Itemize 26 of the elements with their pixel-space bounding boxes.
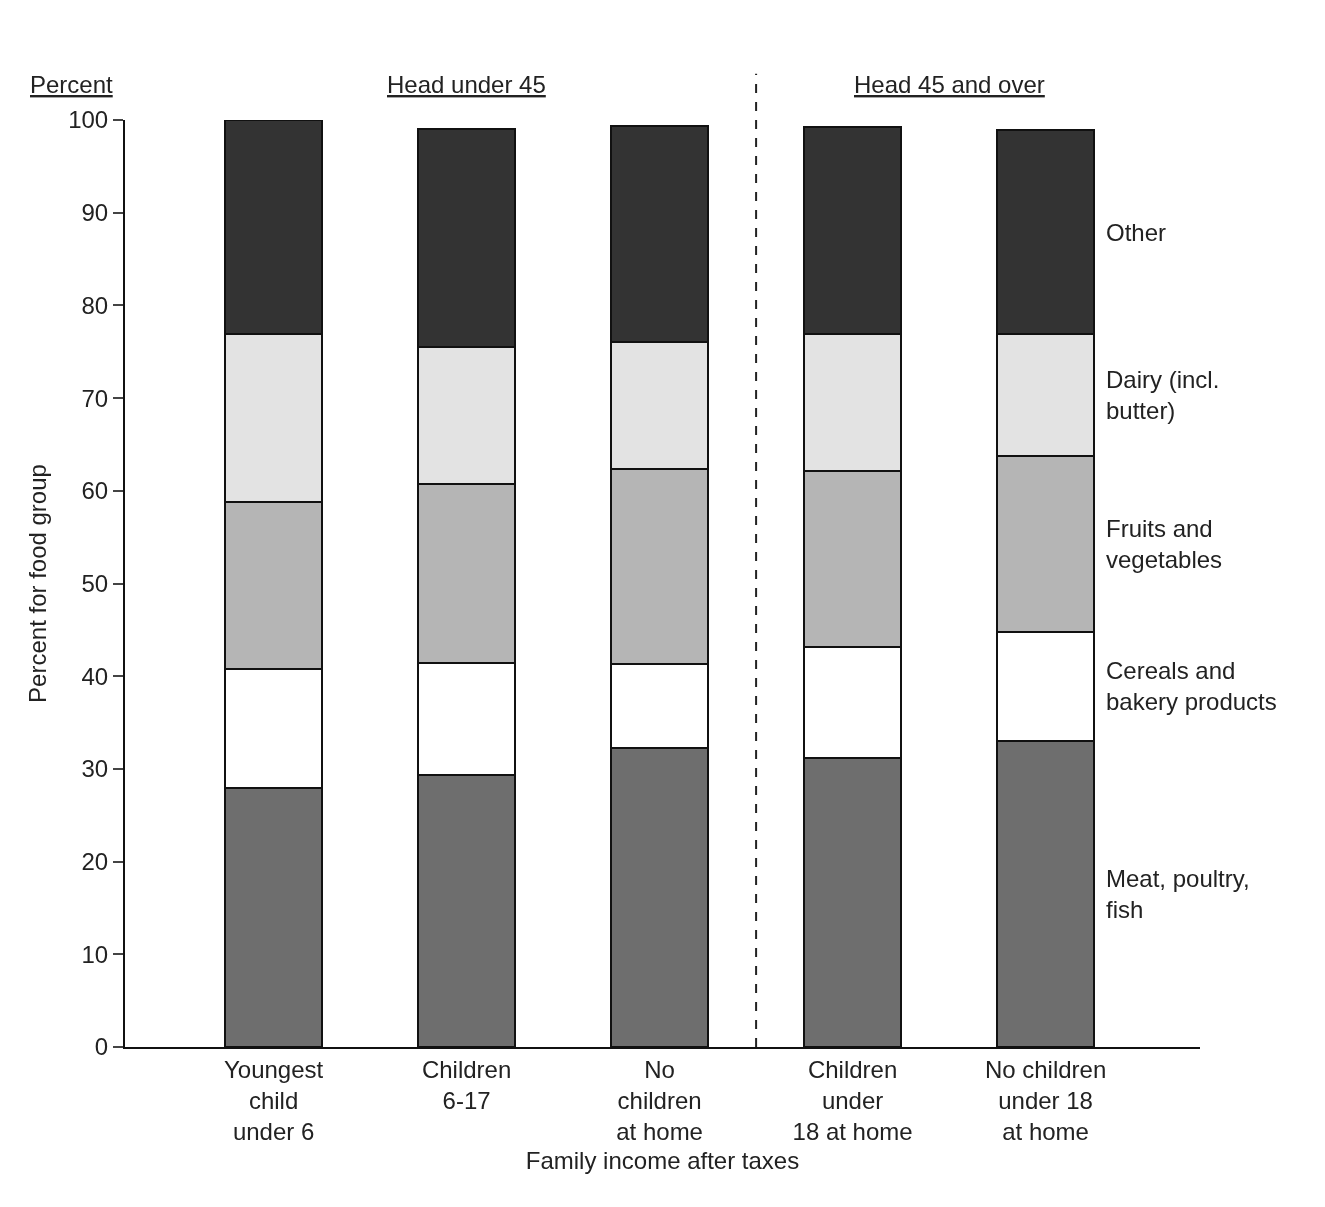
y-tick-label: 30 bbox=[81, 755, 109, 783]
series-label: Fruits and vegetables bbox=[1106, 515, 1223, 574]
series-label: Cereals and bakery products bbox=[1106, 657, 1277, 716]
y-tick-label: 10 bbox=[81, 940, 109, 968]
series-label: Other bbox=[1106, 219, 1167, 246]
text: Percent bbox=[30, 71, 114, 98]
series-label: Meat, poultry, fish bbox=[1106, 865, 1250, 924]
text: Head 45 and over bbox=[854, 71, 1045, 98]
x-tick-label: Children under 18 at home bbox=[792, 1055, 913, 1146]
series-label: Dairy (incl. butter) bbox=[1106, 366, 1220, 425]
y-tick-label: 70 bbox=[81, 384, 109, 412]
y-tick-label: 0 bbox=[94, 1033, 109, 1061]
x-tick-label: No children under 18 at home bbox=[984, 1055, 1107, 1146]
y-tick-label: 90 bbox=[81, 199, 109, 227]
y-tick-label: 20 bbox=[81, 848, 109, 875]
y-tick-label: 40 bbox=[81, 662, 109, 690]
x-tick-label: No children at home bbox=[616, 1055, 703, 1146]
y-tick-label: 80 bbox=[81, 291, 109, 319]
y-tick-label: 60 bbox=[81, 477, 109, 505]
y-tick-label: 100 bbox=[68, 106, 109, 134]
y-axis-title: Percent for food group bbox=[23, 464, 51, 703]
text: Head under 45 bbox=[387, 71, 546, 98]
x-axis-title: Family income after taxes bbox=[525, 1147, 800, 1174]
x-tick-label: Youngest child under 6 bbox=[224, 1055, 324, 1146]
x-tick-label: Children 6-17 bbox=[421, 1055, 512, 1114]
y-tick-label: 50 bbox=[81, 569, 109, 597]
